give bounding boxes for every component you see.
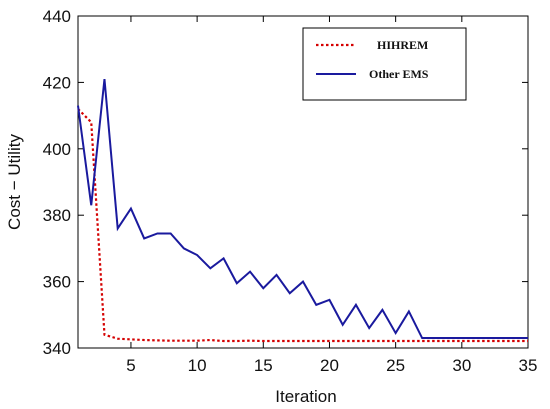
- legend-label-hihrem: HIHREM: [377, 38, 428, 52]
- x-tick-label: 5: [126, 356, 135, 375]
- y-tick-label: 420: [43, 73, 71, 92]
- x-tick-label: 10: [188, 356, 207, 375]
- x-axis-label: Iteration: [275, 387, 336, 406]
- series-line-hihrem: [77, 108, 528, 343]
- x-tick-label: 25: [386, 356, 405, 375]
- legend-label-other-ems: Other EMS: [369, 67, 429, 81]
- y-axis: 340 360 380 400 420 440: [43, 7, 528, 358]
- y-tick-label: 440: [43, 7, 71, 26]
- x-axis: 5 10 15 20 25 30 35: [126, 16, 537, 375]
- y-axis-label: Cost − Utility: [5, 134, 24, 230]
- x-tick-label: 15: [254, 356, 273, 375]
- legend-box: [302, 27, 467, 101]
- y-tick-label: 380: [43, 206, 71, 225]
- y-tick-label: 360: [43, 273, 71, 292]
- legend: HIHREM Other EMS: [302, 27, 467, 101]
- x-tick-label: 30: [452, 356, 471, 375]
- series-line-other-ems: [77, 78, 528, 340]
- x-tick-label: 35: [519, 356, 538, 375]
- y-tick-label: 400: [43, 140, 71, 159]
- x-tick-label: 20: [320, 356, 339, 375]
- y-tick-label: 340: [43, 339, 71, 358]
- series-layer: [77, 78, 528, 343]
